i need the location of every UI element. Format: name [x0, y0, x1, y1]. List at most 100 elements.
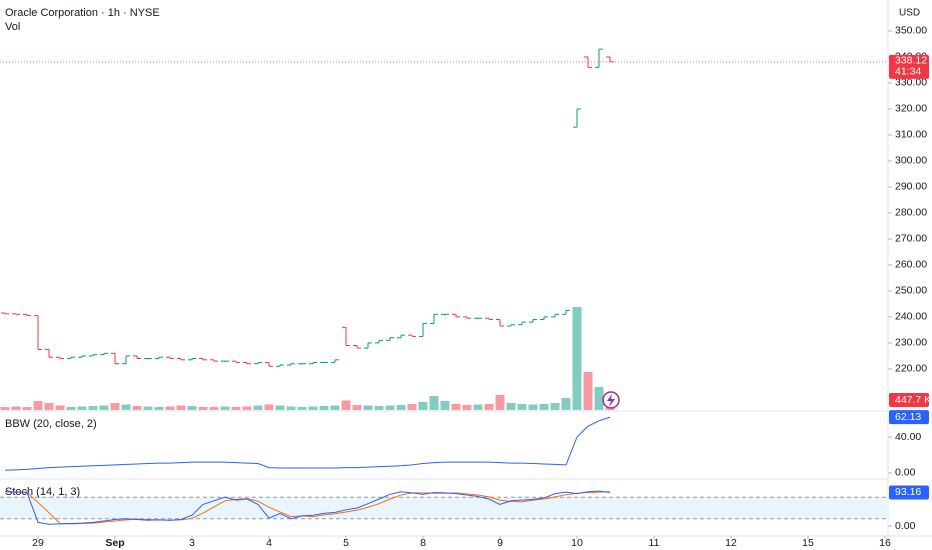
price-bar	[89, 354, 97, 357]
price-bar	[353, 345, 361, 349]
volume-bar	[176, 405, 186, 410]
x-tick-label: 16	[879, 537, 891, 549]
x-tick-label: 9	[497, 537, 503, 549]
volume-bar	[451, 404, 461, 410]
price-bar	[166, 356, 174, 360]
price-bar	[507, 324, 515, 327]
price-bar	[144, 358, 152, 360]
price-bar	[386, 337, 394, 341]
last-price-label: 338.12	[895, 55, 927, 67]
x-tick-label: 10	[571, 537, 583, 549]
y-tick-label: 250.00	[895, 285, 927, 297]
volume-bar	[429, 396, 439, 410]
price-bar	[496, 319, 504, 327]
price-bar	[474, 317, 482, 320]
volume-label: 447.7 K	[895, 394, 931, 406]
volume-bar	[44, 403, 54, 410]
volume-bar	[506, 403, 516, 410]
volume-bar	[198, 407, 208, 410]
last-price-box	[889, 54, 929, 79]
x-tick-label: 12	[725, 537, 737, 549]
volume-bar	[418, 402, 428, 410]
price-bar	[375, 339, 383, 344]
price-bar	[155, 356, 163, 360]
price-bar	[1, 312, 9, 315]
price-bar	[551, 313, 559, 318]
y-tick-label: 220.00	[895, 363, 927, 375]
x-tick-label: 15	[802, 537, 814, 549]
price-bar	[364, 342, 372, 349]
price-bar	[430, 313, 438, 324]
y-tick-label: 230.00	[895, 337, 927, 349]
price-bar	[265, 361, 273, 367]
price-bar	[243, 361, 251, 365]
y-tick-label: 40.00	[895, 431, 921, 443]
stoch-k-line	[4, 490, 611, 525]
volume-bar	[363, 405, 373, 410]
price-bar	[463, 316, 471, 319]
volume-bar	[583, 372, 593, 410]
y-tick-label: 310.00	[895, 129, 927, 141]
y-tick-label: 0.00	[895, 520, 916, 532]
volume-bar	[22, 407, 32, 410]
x-tick-label: 29	[32, 537, 44, 549]
volume-bar	[572, 307, 582, 410]
flash-icon-bolt	[607, 394, 615, 407]
price-bar	[441, 313, 449, 316]
price-bar	[67, 356, 75, 360]
volume-bar	[209, 407, 219, 410]
price-bar	[56, 356, 64, 360]
price-bar	[111, 352, 119, 365]
y-tick-label: 350.00	[895, 25, 927, 37]
price-bar	[529, 319, 537, 323]
price-bar	[397, 334, 405, 339]
volume-bar	[286, 406, 296, 410]
volume-bar	[77, 406, 87, 410]
volume-title: Vol	[5, 21, 20, 33]
price-bar	[573, 108, 581, 128]
volume-bar	[341, 400, 351, 410]
bbw-line	[4, 416, 611, 471]
volume-bar	[528, 404, 538, 410]
volume-bar	[55, 405, 65, 410]
y-tick-label: 320.00	[895, 103, 927, 115]
price-bar	[221, 360, 229, 363]
price-bar	[540, 316, 548, 321]
stoch-box	[889, 485, 929, 500]
volume-bar	[11, 406, 21, 410]
price-bar	[309, 361, 317, 365]
stoch-value: 93.16	[895, 486, 921, 498]
volume-bar	[319, 406, 329, 410]
x-tick-label: 11	[649, 537, 660, 549]
volume-bar	[561, 398, 571, 410]
price-bar	[199, 358, 207, 361]
price-bar	[188, 358, 196, 361]
price-bar	[452, 313, 460, 318]
price-bar	[408, 334, 416, 337]
bbw-value: 62.13	[895, 411, 921, 423]
price-bar	[298, 363, 306, 365]
y-tick-label: 240.00	[895, 311, 927, 323]
volume-bar	[121, 404, 131, 410]
volume-bar	[308, 406, 318, 410]
volume-bar	[132, 406, 142, 410]
volume-bar	[517, 404, 527, 410]
price-bar	[34, 315, 42, 350]
chart-title: Oracle Corporation · 1h · NYSE	[5, 7, 160, 19]
price-bar	[122, 355, 130, 365]
volume-bar	[66, 407, 76, 410]
stoch-band	[0, 497, 888, 519]
volume-bar	[473, 404, 483, 410]
volume-bar	[297, 407, 307, 410]
volume-bar	[143, 406, 153, 410]
volume-bar	[0, 407, 10, 410]
volume-bar	[374, 406, 384, 410]
volume-bar	[165, 406, 175, 410]
volume-bar	[396, 405, 406, 410]
y-tick-label: 270.00	[895, 233, 927, 245]
y-tick-label: 300.00	[895, 155, 927, 167]
y-tick-label: 290.00	[895, 181, 927, 193]
price-bar	[595, 48, 603, 68]
volume-bar	[242, 406, 252, 410]
